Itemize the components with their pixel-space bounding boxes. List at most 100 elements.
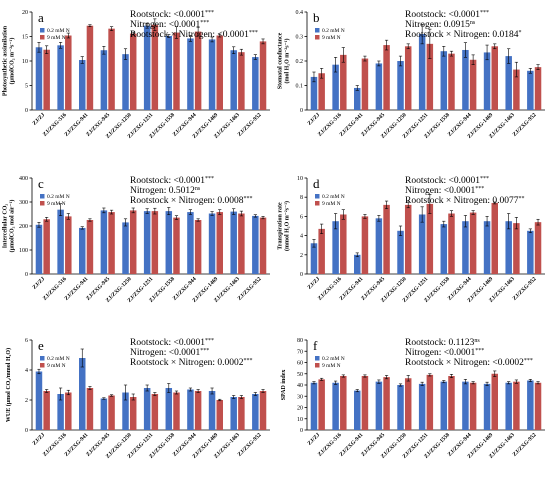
y-tick-label: 5 [25, 84, 28, 90]
legend-label: 9 mM N [322, 363, 341, 369]
bar-high-n [151, 394, 159, 430]
stats-significance: *** [205, 10, 214, 16]
y-tick-label: 80 [297, 338, 303, 344]
bar-high-n [383, 377, 390, 430]
bar-high-n [173, 392, 180, 430]
bar-low-n [397, 385, 404, 430]
bar-high-n [318, 379, 325, 430]
stats-label: Rootstock × Nitrogen: [405, 196, 492, 206]
bar-high-n [361, 58, 369, 110]
bar-high-n [65, 35, 72, 110]
bar-low-n [57, 209, 64, 274]
bar-high-n [216, 212, 223, 274]
stats-value: <0.0001 [444, 348, 476, 358]
y-tick-label: 400 [19, 176, 28, 182]
bar-low-n [354, 390, 361, 430]
bar-high-n [65, 216, 72, 274]
bar-high-n [426, 43, 434, 110]
stats-value: <0.0001 [449, 176, 481, 186]
stats-line: Rootstock × Nitrogen: 0.0077** [405, 196, 525, 206]
bar-low-n [165, 36, 173, 111]
bar-low-n [375, 381, 383, 430]
stats-line: Rootstock: <0.0001*** [405, 10, 489, 20]
bar-high-n [534, 222, 542, 274]
legend-label: 9 mM N [322, 201, 341, 207]
stats-value: <0.0001 [169, 20, 201, 30]
bar-low-n [35, 47, 43, 110]
bar-low-n [165, 388, 173, 430]
bar-low-n [332, 64, 339, 110]
legend-swatch [40, 194, 45, 199]
x-tick-label: ZJ/ZJ [307, 112, 322, 127]
bar-low-n [483, 383, 491, 430]
stats-significance: *** [480, 176, 489, 182]
x-tick-label: ZJ/ZXG-952 [512, 276, 538, 302]
bar-low-n [375, 218, 383, 274]
bar-high-n [108, 212, 115, 274]
bar-low-n [79, 227, 86, 274]
bar-high-n [534, 67, 542, 110]
y-tick-label: 20 [22, 10, 28, 16]
stats-line: Nitrogen: <0.0001*** [130, 20, 209, 30]
bar-low-n [187, 38, 194, 110]
y-tick-label: 10 [297, 417, 303, 423]
stats-value: <0.0001 [174, 10, 206, 20]
bar-low-n [332, 382, 339, 430]
stats-line: Rootstock × Nitrogen: <0.0002*** [405, 358, 533, 368]
y-tick-label: 50 [297, 372, 303, 378]
bar-high-n [43, 391, 50, 430]
bar-low-n [100, 210, 108, 274]
y-axis-label: Photosynthetic assimilation [3, 25, 9, 96]
bar-high-n [513, 69, 520, 110]
x-tick-label: ZJ/ZJ [32, 432, 47, 447]
bar-high-n [43, 219, 50, 274]
stats-line: Rootstock: <0.0001*** [130, 10, 214, 20]
bar-high-n [404, 46, 412, 110]
stats-line: Rootstock: <0.0001*** [130, 176, 214, 186]
legend-swatch [40, 28, 45, 33]
bar-high-n [238, 397, 245, 430]
bar-low-n [208, 39, 216, 110]
stats-significance: ns [470, 20, 476, 26]
y-tick-label: 8 [300, 195, 303, 201]
legend-swatch [315, 194, 320, 199]
bar-high-n [491, 202, 498, 274]
bar-low-n [418, 34, 426, 110]
bar-low-n [230, 50, 237, 110]
y-axis-label: (μmolCO₂ m⁻²s⁻¹) [9, 38, 16, 85]
legend-swatch [40, 201, 45, 206]
bar-high-n [361, 376, 369, 430]
stats-label: Rootstock × Nitrogen: [405, 30, 492, 40]
bar-high-n [194, 31, 202, 111]
bar-low-n [230, 211, 237, 274]
stats-value: 0.0008 [217, 196, 243, 206]
stats-label: Nitrogen: [405, 348, 444, 358]
y-tick-label: 70 [297, 349, 303, 355]
y-axis-label: Stomatal conductance [278, 32, 284, 89]
stats-label: Rootstock × Nitrogen: [130, 196, 217, 206]
y-axis-label: WUE (μmol CO₂/mmol H₂O) [5, 348, 12, 422]
stats-significance: *** [244, 358, 253, 364]
legend-swatch [40, 363, 45, 368]
stats-significance: ** [519, 196, 525, 202]
bar-low-n [310, 243, 318, 274]
stats-label: Rootstock: [130, 176, 174, 186]
bar-low-n [375, 63, 383, 110]
bar-low-n [527, 70, 534, 110]
y-axis-label: Intercellular CO₂ [3, 204, 9, 249]
y-tick-label: 0 [25, 272, 28, 278]
bar-high-n [318, 228, 325, 274]
bar-high-n [340, 214, 347, 274]
stats-line: Rootstock: <0.0001*** [130, 338, 214, 348]
stats-significance: * [519, 30, 522, 36]
stats-label: Rootstock × Nitrogen: [405, 358, 492, 368]
y-tick-label: 2 [300, 253, 303, 259]
panel-a: 0 5 10 15 20 Photosynthetic assimilation (μmol… [3, 10, 270, 140]
y-tick-label: 0.1 [296, 84, 304, 90]
stats-label: Nitrogen: [130, 20, 169, 30]
bar-high-n [173, 217, 180, 274]
y-tick-label: 4 [300, 234, 303, 240]
bar-high-n [426, 203, 434, 274]
x-tick-label: ZJ/ZXG-952 [237, 112, 263, 138]
